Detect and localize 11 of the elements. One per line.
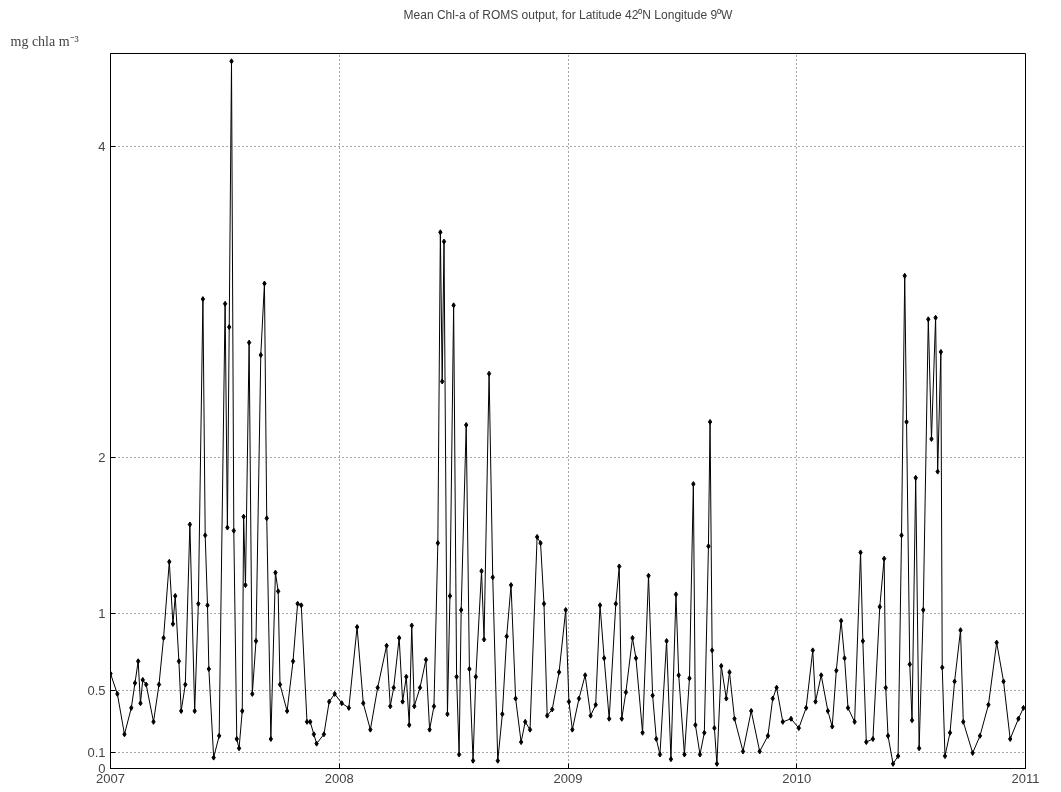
y-tick-label: 0.1 xyxy=(87,745,106,761)
y-axis-title: mg chla m⁻³ xyxy=(10,33,79,49)
x-tick-label: 2011 xyxy=(1011,770,1040,786)
y-tick-label: 2 xyxy=(98,450,106,466)
x-tick-label: 2008 xyxy=(324,770,354,786)
y-tick-label: 4 xyxy=(98,139,106,155)
x-tick-label: 2010 xyxy=(782,770,812,786)
y-tick-label: 0.5 xyxy=(87,683,106,699)
y-tick-label: 1 xyxy=(98,605,106,621)
x-tick-label: 2009 xyxy=(553,770,583,786)
chart-title: Mean Chl-a of ROMS output, for Latitude 42⁰N Longitude 9⁰W xyxy=(403,7,734,22)
